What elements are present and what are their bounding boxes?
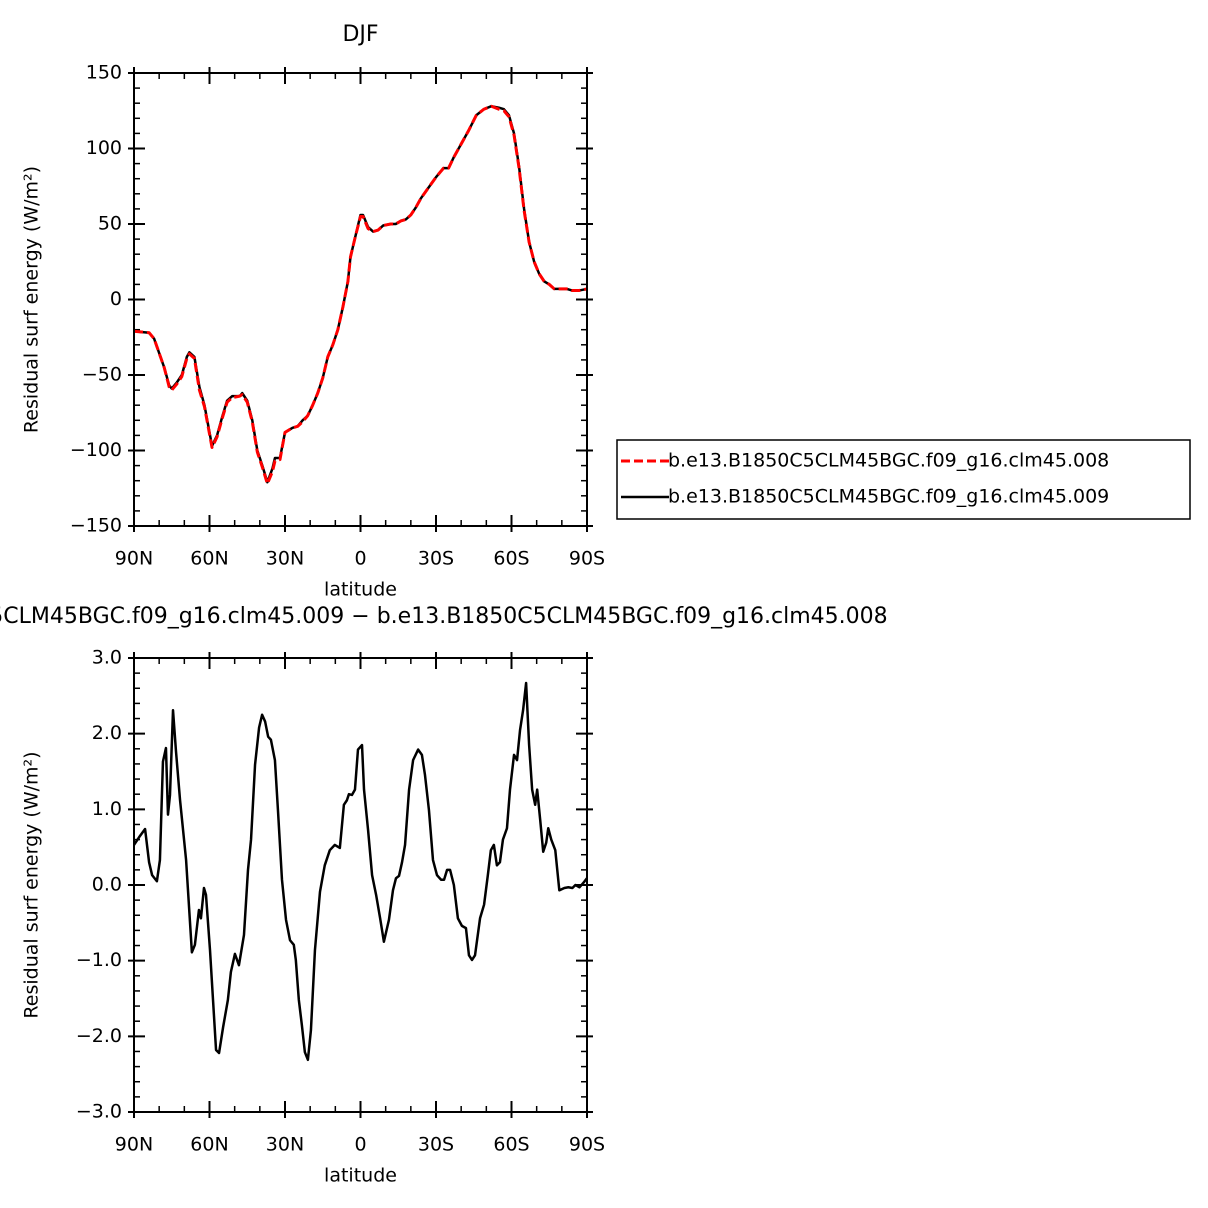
x-tick-label: 0 [354, 548, 366, 570]
y-tick-label: −150 [70, 515, 122, 537]
y-tick-label: 0 [110, 288, 122, 310]
y-tick-label: 2.0 [92, 722, 122, 744]
x-axis-label: latitude [324, 1165, 397, 1187]
y-tick-label: 50 [98, 213, 122, 235]
x-tick-label: 30S [418, 1134, 454, 1156]
x-tick-label: 90N [115, 1134, 153, 1156]
x-tick-label: 60S [493, 1134, 529, 1156]
x-tick-label: 30N [266, 1134, 304, 1156]
data-line [132, 681, 588, 1062]
y-axis-label: Residual surf energy (W/m²) [21, 751, 43, 1018]
plot-frame [133, 657, 588, 1113]
x-tick-label: 90N [115, 548, 153, 570]
x-tick-label: 60N [190, 548, 228, 570]
x-tick-label: 60S [493, 548, 529, 570]
y-tick-label: −2.0 [76, 1025, 122, 1047]
plot-frame [133, 72, 588, 527]
y-tick-label: −3.0 [76, 1101, 122, 1123]
x-tick-label: 90S [569, 548, 605, 570]
chart-title: DJF [342, 22, 378, 47]
data-line [133, 104, 588, 486]
y-tick-label: 150 [86, 62, 122, 84]
x-tick-label: 0 [354, 1134, 366, 1156]
x-tick-label: 30N [266, 548, 304, 570]
x-tick-label: 30S [418, 548, 454, 570]
legend-box [616, 439, 1191, 520]
y-axis-label: Residual surf energy (W/m²) [21, 166, 43, 433]
x-tick-label: 60N [190, 1134, 228, 1156]
x-tick-label: 90S [569, 1134, 605, 1156]
x-axis-label: latitude [324, 579, 397, 601]
legend-label: b.e13.B1850C5CLM45BGC.f09_g16.clm45.009 [668, 486, 1109, 508]
y-tick-label: −50 [82, 364, 122, 386]
chart-title: b.e13.B1850C5CLM45BGC.f09_g16.clm45.009 … [0, 604, 888, 629]
legend-label: b.e13.B1850C5CLM45BGC.f09_g16.clm45.008 [668, 450, 1109, 472]
y-tick-label: −100 [70, 439, 122, 461]
y-tick-label: 1.0 [92, 798, 122, 820]
y-tick-label: 100 [86, 137, 122, 159]
y-tick-label: 3.0 [92, 647, 122, 669]
y-tick-label: −1.0 [76, 949, 122, 971]
y-tick-label: 0.0 [92, 874, 122, 896]
